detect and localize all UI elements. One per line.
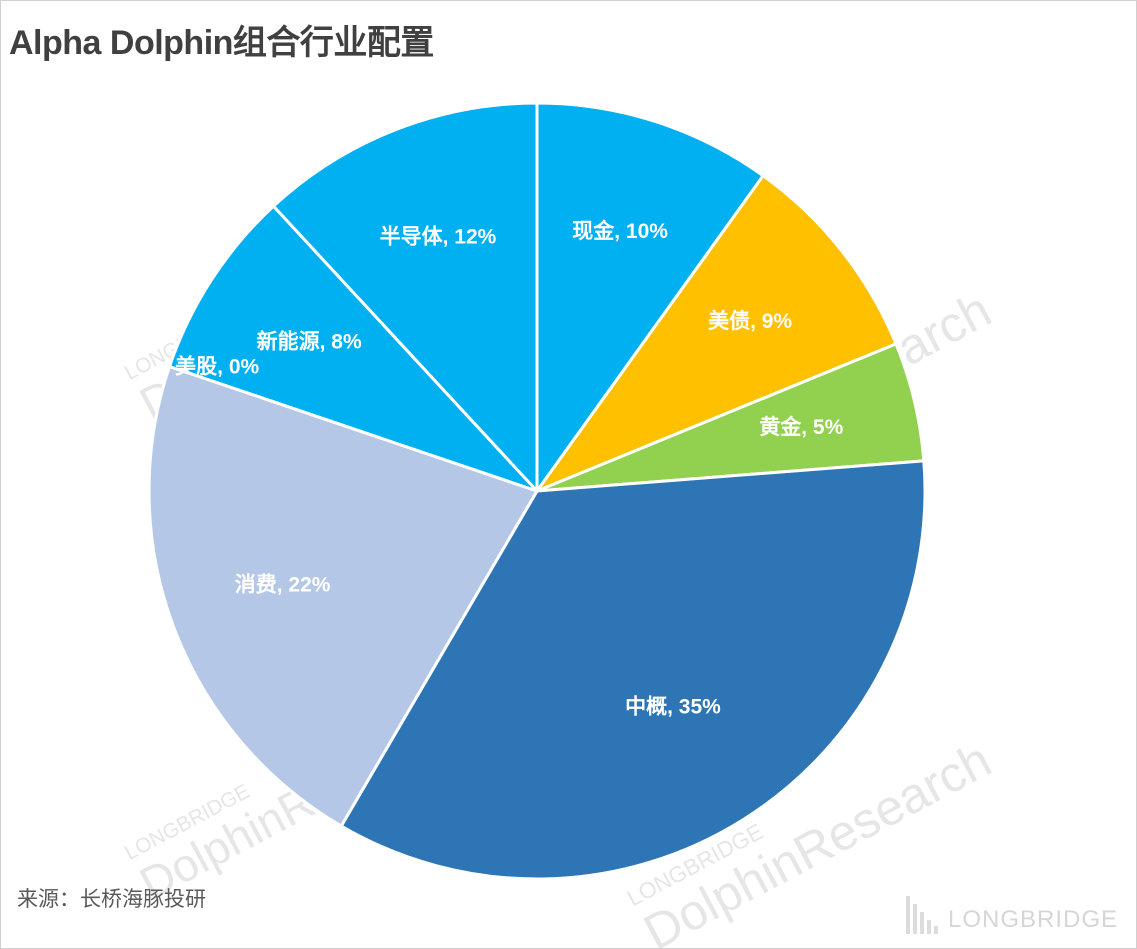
longbridge-logo: LONGBRIDGE [905, 894, 1118, 934]
pie-slice-1 [535, 174, 898, 493]
pie-slice-4 [147, 365, 539, 828]
pie-slices [147, 101, 927, 881]
pie-slice-0 [535, 101, 765, 493]
logo-bars-icon [905, 894, 938, 934]
pie-label-3: 中概, 35% [625, 696, 721, 719]
pie-labels: 现金, 10% 美债, 9% 黄金, 5% 中概, 35% 消费, 22% 美股, 0%新… [175, 219, 843, 719]
pie-label-2: 黄金, 5% [759, 415, 843, 439]
pie-label-0: 现金, 10% [572, 219, 668, 243]
pie-label-4: 消费, 22% [235, 573, 331, 597]
pie-label-1: 美债, 9% [708, 309, 792, 333]
source-note: 来源：长桥海豚投研 [17, 888, 206, 911]
pie-slice-3 [339, 459, 927, 881]
pie-slice-7 [272, 101, 539, 493]
pie-slice-6 [168, 204, 539, 493]
pie-label-5: 美股, 0% [175, 354, 259, 378]
logo-wordmark: LONGBRIDGE [947, 906, 1118, 933]
pie-label-6: 新能源, 8% [257, 330, 362, 354]
chart-title: Alpha Dolphin组合行业配置 [9, 24, 434, 62]
pie-label-7: 半导体, 12% [380, 225, 497, 249]
